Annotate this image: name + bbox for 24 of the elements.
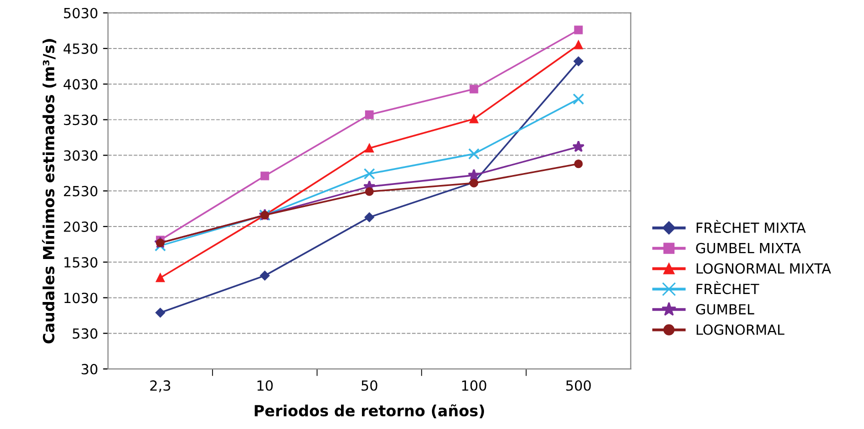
y-tick-label: 4030 (64, 79, 98, 90)
x-tick-label: 2,3 (150, 380, 170, 392)
legend-label: GUMBEL (696, 304, 754, 315)
y-tick-label: 30 (82, 364, 98, 374)
y-tick-label: 1530 (64, 257, 98, 268)
x-tick-label: 100 (462, 380, 486, 391)
y-tick-label: 3530 (64, 114, 98, 126)
y-tick-label: 4530 (64, 43, 98, 54)
legend-label: FRÈCHET MIXTA (696, 220, 806, 233)
x-tick-label: 500 (566, 380, 591, 391)
y-tick-label: 2530 (64, 186, 98, 196)
x-axis-title: Periodos de retorno (años) (254, 404, 484, 418)
x-tick-label: 50 (362, 380, 378, 391)
y-tick-label: 2030 (64, 221, 98, 232)
y-tick-label: 3030 (64, 150, 98, 161)
x-tick-label: 10 (258, 380, 273, 391)
legend-label: LOGNORMAL MIXTA (696, 263, 832, 274)
legend-label: LOGNORMAL (696, 324, 784, 335)
y-tick-label: 1030 (64, 292, 98, 304)
legend-label: GUMBEL MIXTA (696, 242, 801, 254)
legend-label: FRÈCHET (696, 281, 760, 294)
y-tick-label: 5030 (64, 8, 98, 18)
y-axis-title: Caudales Mínimos estimados (m³/s) (42, 39, 56, 344)
y-tick-label: 530 (72, 328, 98, 339)
